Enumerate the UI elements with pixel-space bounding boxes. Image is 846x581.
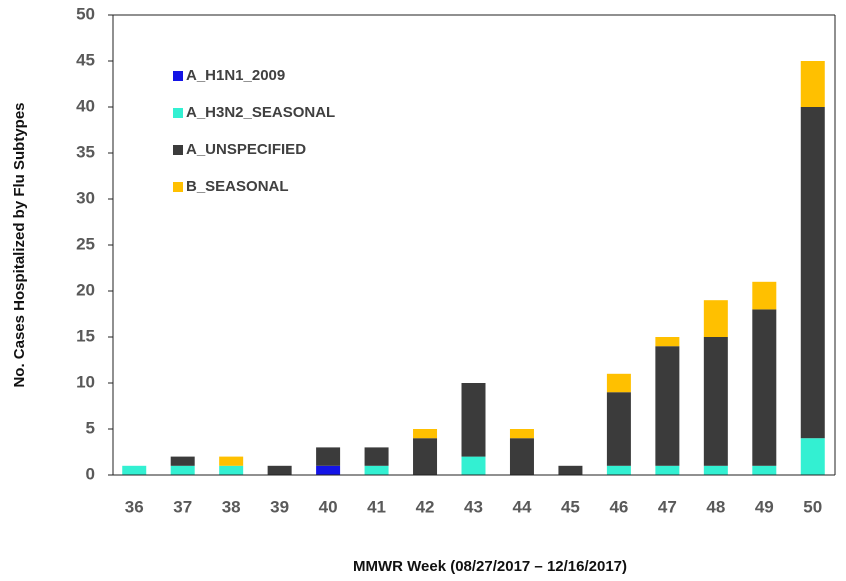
x-tick-label: 37: [173, 497, 192, 516]
bar-segment: [703, 465, 728, 475]
bar-segment: [509, 438, 534, 475]
legend-label: A_UNSPECIFIED: [186, 141, 306, 158]
bar-segment: [413, 429, 438, 439]
bar-segment: [655, 346, 680, 466]
y-tick-label: 10: [76, 372, 95, 391]
legend-swatch: [173, 108, 183, 118]
x-tick-label: 38: [222, 497, 241, 516]
legend-swatch: [173, 182, 183, 192]
x-tick-label: 44: [513, 497, 532, 516]
y-tick-label: 40: [76, 96, 95, 115]
bar-segment: [752, 281, 777, 310]
y-tick-label: 20: [76, 280, 95, 299]
x-axis-title: MMWR Week (08/27/2017 – 12/16/2017): [353, 558, 627, 575]
x-tick-label: 50: [803, 497, 822, 516]
x-tick-label: 45: [561, 497, 580, 516]
bar-segment: [655, 465, 680, 475]
bar-segment: [364, 447, 389, 466]
bar-segment: [752, 465, 777, 475]
bar-segment: [703, 300, 728, 337]
x-tick-label: 49: [755, 497, 774, 516]
y-tick-label: 25: [76, 234, 95, 253]
bar-segment: [703, 337, 728, 466]
bar-segment: [509, 429, 534, 439]
bar-segment: [219, 465, 244, 475]
bar-segment: [800, 61, 825, 107]
x-tick-label: 43: [464, 497, 483, 516]
y-tick-label: 0: [86, 464, 95, 483]
legend-swatch: [173, 145, 183, 155]
x-tick-label: 48: [706, 497, 725, 516]
y-tick-label: 35: [76, 142, 95, 161]
bar-segment: [219, 456, 244, 466]
x-tick-label: 47: [658, 497, 677, 516]
bar-segment: [364, 465, 389, 475]
bar-segment: [752, 309, 777, 466]
y-tick-label: 5: [86, 418, 95, 437]
bar-segment: [316, 465, 341, 475]
bar-segment: [800, 438, 825, 475]
x-tick-label: 36: [125, 497, 144, 516]
x-tick-label: 40: [319, 497, 338, 516]
bar-segment: [413, 438, 438, 475]
x-tick-label: 46: [609, 497, 628, 516]
bar-segment: [558, 465, 583, 475]
bar-segment: [606, 392, 631, 466]
x-tick-label: 41: [367, 497, 386, 516]
bar-segment: [170, 456, 195, 466]
bar-segment: [170, 465, 195, 475]
bar-segment: [316, 447, 341, 466]
bar-segment: [655, 337, 680, 347]
bar-segment: [800, 107, 825, 439]
legend-swatch: [173, 71, 183, 81]
bar-segment: [122, 465, 147, 475]
x-tick-label: 39: [270, 497, 289, 516]
x-tick-label: 42: [416, 497, 435, 516]
y-tick-label: 15: [76, 326, 95, 345]
legend-label: A_H3N2_SEASONAL: [186, 104, 335, 121]
y-axis-title: No. Cases Hospitalized by Flu Subtypes: [11, 102, 28, 387]
bar-segment: [606, 373, 631, 393]
bar-segment: [606, 465, 631, 475]
y-tick-label: 45: [76, 50, 95, 69]
y-tick-label: 50: [76, 4, 95, 23]
y-tick-label: 30: [76, 188, 95, 207]
legend-label: A_H1N1_2009: [186, 67, 285, 84]
bar-segment: [461, 383, 486, 457]
legend-label: B_SEASONAL: [186, 178, 289, 195]
bar-segment: [461, 456, 486, 475]
bar-segment: [267, 465, 292, 475]
